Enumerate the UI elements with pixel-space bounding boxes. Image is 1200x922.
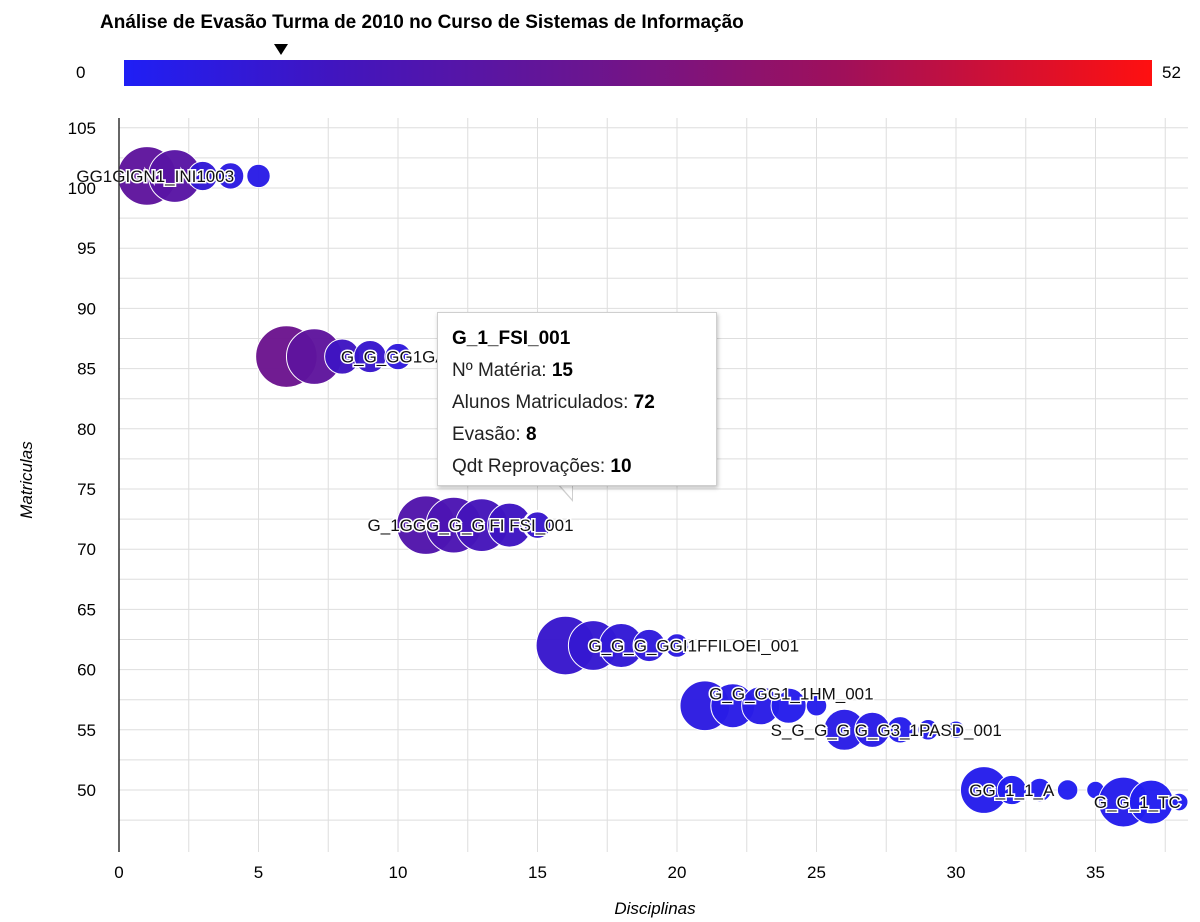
x-axis-label: Disciplinas [614, 899, 696, 918]
y-tick-label: 100 [68, 179, 96, 198]
tooltip-alunos-label: Alunos Matriculados: [452, 392, 629, 413]
tooltip-reprov-value: 10 [610, 456, 632, 477]
bubble [805, 694, 828, 717]
bubble-label: G_G_G_GGI1FFILOEI_001 [588, 637, 799, 656]
y-tick-label: 55 [77, 721, 96, 740]
x-tick-label: 30 [947, 863, 966, 882]
bubble-label: GG_1_1_A [969, 781, 1055, 800]
bubble [946, 720, 966, 740]
bubbles [117, 146, 1189, 828]
colorbar-min-label: 0 [76, 63, 86, 82]
bubble [996, 774, 1027, 806]
bubble [216, 162, 245, 190]
y-tick-label: 70 [77, 540, 96, 559]
x-tick-label: 0 [114, 863, 123, 882]
x-tick-label: 35 [1086, 863, 1105, 882]
bubble-label: G_G_GG1_1HM_001 [709, 685, 873, 704]
bubble [1056, 779, 1079, 801]
colorbar-max-label: 52 [1162, 63, 1181, 82]
bubble-label: GG1GIGN1_INI1003 [76, 167, 234, 186]
bubble-label: G_1GGG_G_G FI FSI_001 [368, 516, 574, 535]
y-tick-label: 50 [77, 781, 96, 800]
y-tick-label: 75 [77, 480, 96, 499]
y-tick-label: 65 [77, 600, 96, 619]
bubble [886, 716, 914, 744]
tooltip-materia-value: 15 [551, 360, 573, 381]
x-tick-label: 25 [807, 863, 826, 882]
colorbar [124, 60, 1152, 86]
y-tick-label: 105 [68, 119, 96, 138]
x-tick-label: 15 [528, 863, 547, 882]
y-axis-label: Matriculas [17, 441, 36, 519]
bubble [384, 342, 412, 371]
tooltip: G_1_FSI_001 Nº Matéria: 15 Alunos Matric… [437, 312, 717, 486]
x-tick-label: 10 [389, 863, 408, 882]
bubble [1027, 777, 1052, 803]
bubble [917, 719, 939, 741]
tooltip-name: G_1_FSI_001 [452, 328, 571, 349]
tooltip-pointer-fill [558, 483, 572, 499]
y-tick-label: 60 [77, 661, 96, 680]
bubble-labels: GG1GIGN1_INI1003G_G_GG1GA1_AG(0G_1GGG_G_… [75, 165, 1182, 813]
tooltip-reprov-label: Qdt Reprovações: [452, 456, 606, 477]
bubble-label: G_G_1_TC [1094, 793, 1181, 812]
tooltip-materia-label: Nº Matéria: [452, 360, 547, 381]
bubble-label: S_G_G_G G_G3_1PASD_001 [771, 721, 1002, 740]
y-tick-label: 80 [77, 420, 96, 439]
tooltip-alunos-value: 72 [633, 392, 655, 413]
x-tick-label: 5 [254, 863, 263, 882]
chart-title: Análise de Evasão Turma de 2010 no Curso… [100, 12, 744, 33]
colorbar-marker-icon [274, 44, 288, 55]
bubble [246, 163, 271, 189]
y-tick-label: 90 [77, 299, 96, 318]
axes: 0 5 10 15 20 25 30 35 50 55 60 65 70 75 80 85 90 95 100 105 [68, 118, 1105, 882]
bubble [664, 633, 690, 658]
x-tick-label: 20 [668, 863, 687, 882]
y-tick-label: 85 [77, 360, 96, 379]
bubble-highlight [522, 509, 553, 541]
bubble [1169, 792, 1189, 812]
y-tick-label: 95 [77, 239, 96, 258]
tooltip-evasao-value: 8 [525, 424, 537, 445]
tooltip-evasao-label: Evasão: [452, 424, 521, 445]
